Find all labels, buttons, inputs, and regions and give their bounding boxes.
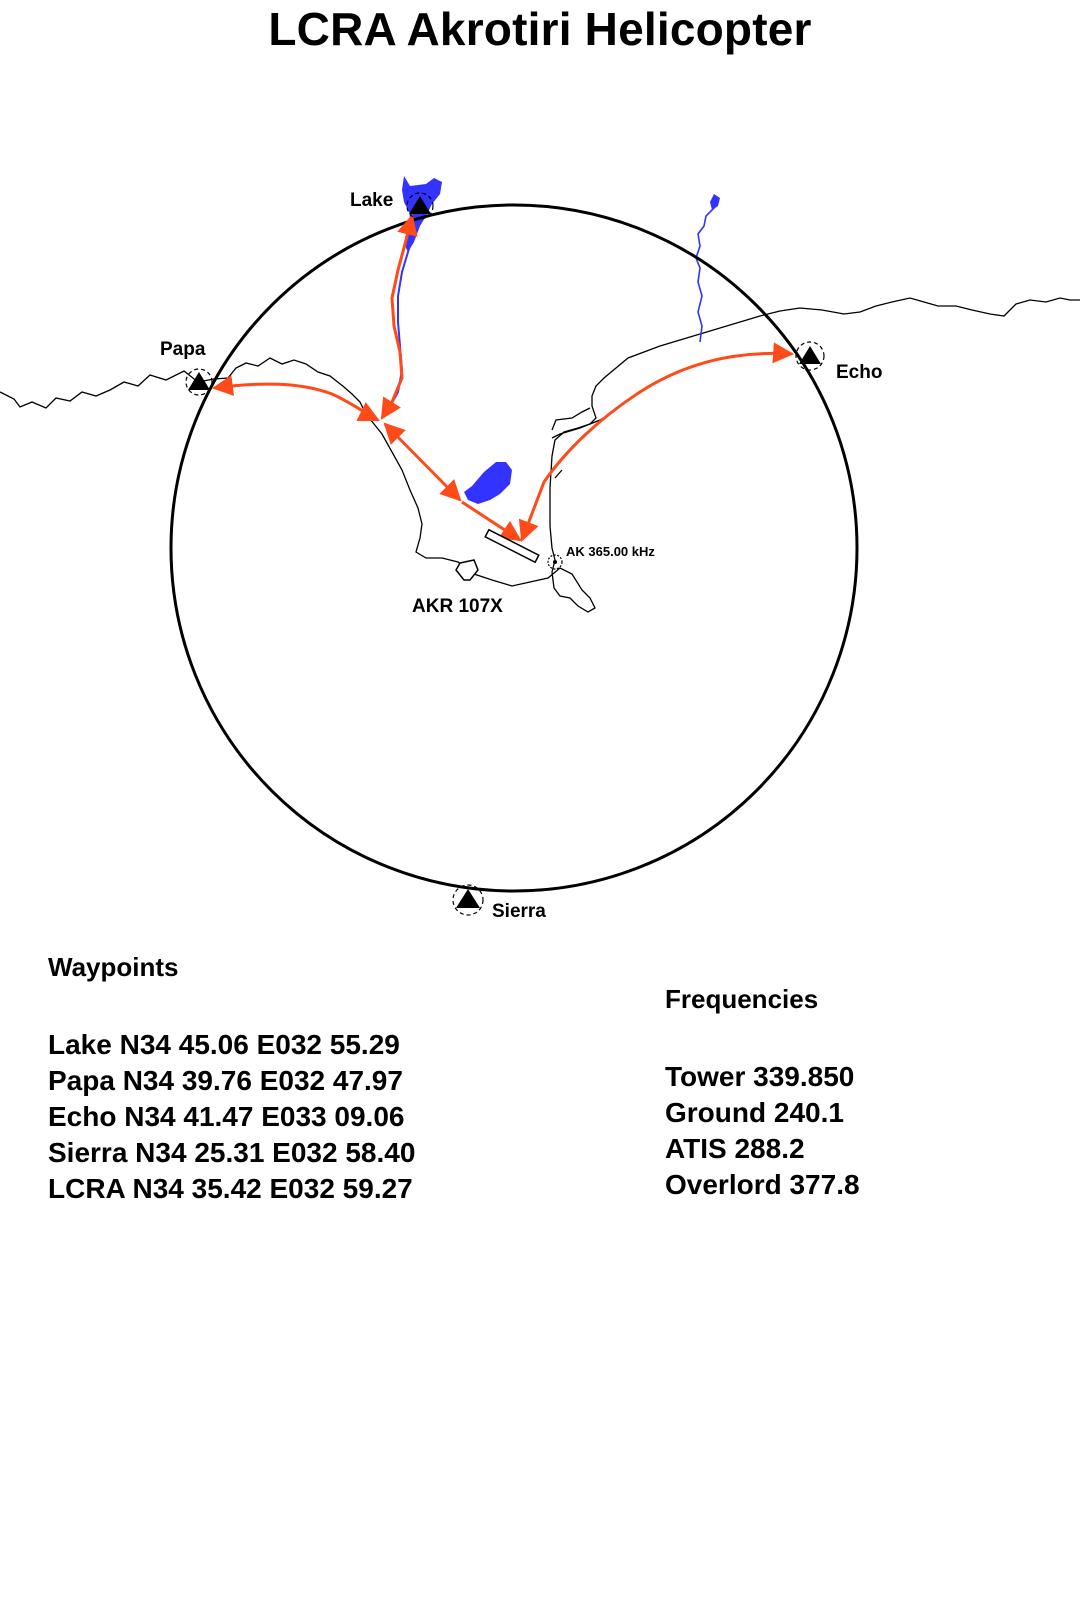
chart-title: LCRA Akrotiri Helicopter [268,3,812,55]
waypoint-row-echo: Echo N34 41.47 E033 09.06 [48,1101,405,1132]
waypoint-row-lcra: LCRA N34 35.42 E032 59.27 [48,1173,413,1204]
route-echo-runway [518,342,795,542]
route-pond-runway [461,500,522,542]
waypoint-lake-label: Lake [350,190,393,211]
frequency-row-ground: Ground 240.1 [665,1097,844,1128]
waypoint-echo-marker[interactable] [795,341,825,371]
pond-water [464,462,512,504]
route-lake-lcra [380,213,418,420]
ndb-symbol [547,554,563,570]
runway [484,528,540,564]
frequency-row-tower: Tower 339.850 [665,1061,855,1092]
waypoint-sierra-marker[interactable] [452,884,484,916]
control-zone-ring [169,203,859,893]
tacan-symbol [455,559,479,581]
frequencies-section: Frequencies Tower 339.850 Ground 240.1 A… [665,984,860,1203]
waypoint-row-lake: Lake N34 45.06 E032 55.29 [48,1029,400,1060]
route-papa-lcra [211,375,380,422]
waypoints-heading: Waypoints [48,952,179,982]
frequencies-heading: Frequencies [665,984,819,1014]
waypoint-sierra-label: Sierra [492,901,546,922]
waypoint-echo-label: Echo [836,362,882,383]
tacan-label: AKR 107X [412,596,503,617]
frequency-row-overlord: Overlord 377.8 [665,1169,860,1200]
waypoint-lake-marker[interactable] [406,192,434,220]
waypoint-papa-marker[interactable] [185,368,213,396]
waypoint-row-sierra: Sierra N34 25.31 E032 58.40 [48,1137,416,1168]
ndb-label: AK 365.00 kHz [566,544,655,559]
waypoint-papa-label: Papa [160,339,206,360]
waypoints-section: Waypoints Lake N34 45.06 E032 55.29 Papa… [48,952,415,1207]
approach-map: Lake Papa Echo Sierra AK 365.00 kHz AKR … [0,176,1080,922]
frequency-row-atis: ATIS 288.2 [665,1133,805,1164]
harbour-pier [551,407,611,439]
route-lcra-pond [383,422,462,502]
east-lake-water [710,194,720,210]
waypoint-row-papa: Papa N34 39.76 E032 47.97 [48,1065,403,1096]
